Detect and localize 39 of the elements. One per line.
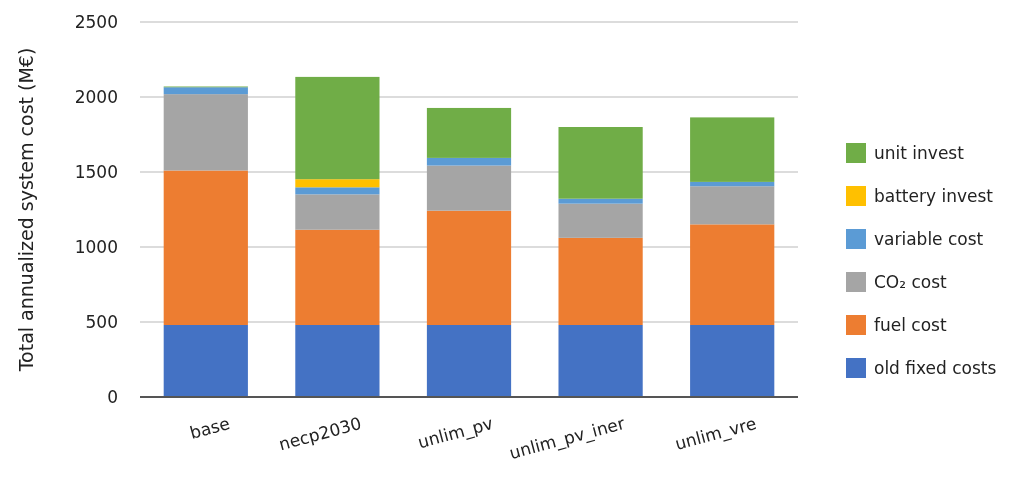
bar [426,210,512,325]
bar [163,94,248,171]
bar [558,198,643,204]
bar [558,237,643,325]
bar [690,181,775,187]
y-tick-label: 2500 [74,11,118,32]
bar [163,87,248,95]
bar [426,157,512,166]
y-tick-label: 1500 [74,161,118,182]
bar [295,194,380,230]
bar [690,224,775,325]
bar [295,179,380,188]
bar [163,170,248,325]
bar [295,76,380,180]
bar [163,325,248,397]
bar [558,325,643,397]
bar [426,107,512,158]
legend-label: old fixed costs [874,357,997,378]
x-tick-label: base [187,413,232,443]
bar [690,325,775,397]
y-axis-title: Total annualized system cost (M€) [14,47,37,373]
bar [558,127,643,199]
legend-label: fuel cost [874,314,947,335]
y-tick-label: 2000 [74,86,118,107]
bar [558,203,643,238]
bar [426,165,512,211]
legend-label: unit invest [874,142,965,163]
bar [426,325,512,397]
legend-label: battery invest [874,185,994,206]
y-tick-label: 0 [107,386,118,407]
bar [690,186,775,225]
bar [295,229,380,325]
legend-label: variable cost [874,228,984,249]
y-tick-label: 500 [85,311,118,332]
legend-label: CO₂ cost [874,271,948,292]
bar [690,117,775,182]
bar [295,187,380,195]
bar [295,325,380,397]
y-tick-label: 1000 [74,236,118,257]
